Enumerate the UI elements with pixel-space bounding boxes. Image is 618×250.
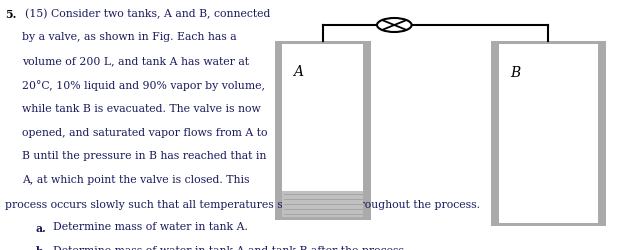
Text: opened, and saturated vapor flows from A to: opened, and saturated vapor flows from A…	[22, 128, 267, 138]
Bar	[282, 44, 363, 217]
Bar	[491, 41, 606, 226]
Text: A: A	[294, 65, 303, 79]
Text: volume of 200 L, and tank A has water at: volume of 200 L, and tank A has water at	[22, 56, 248, 66]
Circle shape	[377, 18, 412, 32]
Text: Determine mass of water in tank A.: Determine mass of water in tank A.	[53, 222, 248, 232]
Text: Determine mass of water in tank A and tank B after the process.: Determine mass of water in tank A and ta…	[53, 246, 407, 250]
Text: 5.: 5.	[5, 9, 16, 20]
Text: B: B	[510, 66, 520, 80]
Text: (15) Consider two tanks, A and B, connected: (15) Consider two tanks, A and B, connec…	[25, 9, 270, 19]
Text: b.: b.	[36, 246, 47, 250]
Text: B until the pressure in B has reached that in: B until the pressure in B has reached th…	[22, 151, 266, 161]
Bar	[282, 191, 363, 217]
Text: by a valve, as shown in Fig. Each has a: by a valve, as shown in Fig. Each has a	[22, 32, 236, 42]
Bar	[499, 44, 598, 223]
Text: while tank B is evacuated. The valve is now: while tank B is evacuated. The valve is …	[22, 104, 260, 114]
Text: 20°C, 10% liquid and 90% vapor by volume,: 20°C, 10% liquid and 90% vapor by volume…	[22, 80, 265, 91]
Text: a.: a.	[36, 222, 46, 234]
Text: A, at which point the valve is closed. This: A, at which point the valve is closed. T…	[22, 175, 249, 185]
Text: process occurs slowly such that all temperatures stay at 20°C throughout the pro: process occurs slowly such that all temp…	[5, 199, 480, 209]
Bar	[275, 41, 371, 220]
